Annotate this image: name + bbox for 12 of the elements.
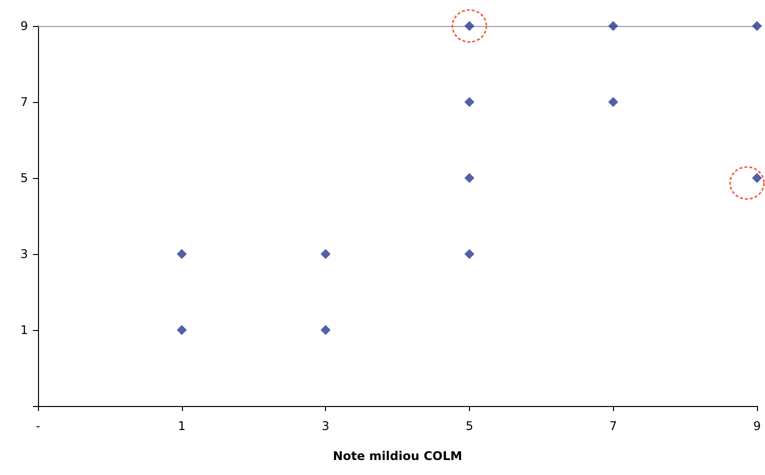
y-tick-label: 3 xyxy=(20,247,28,261)
x-tick-label: 3 xyxy=(322,419,330,433)
x-tick-label: 1 xyxy=(178,419,186,433)
x-tick-label: 5 xyxy=(466,419,474,433)
x-axis-title: Note mildiou COLM xyxy=(332,449,462,463)
x-tick-label: - xyxy=(36,419,40,433)
y-tick-label: 1 xyxy=(20,323,28,337)
y-tick-label: 5 xyxy=(20,171,28,185)
y-tick-label: 9 xyxy=(20,19,28,33)
x-tick-label: 9 xyxy=(753,419,761,433)
x-tick-label: 7 xyxy=(609,419,618,433)
y-tick-label: 7 xyxy=(20,95,28,109)
